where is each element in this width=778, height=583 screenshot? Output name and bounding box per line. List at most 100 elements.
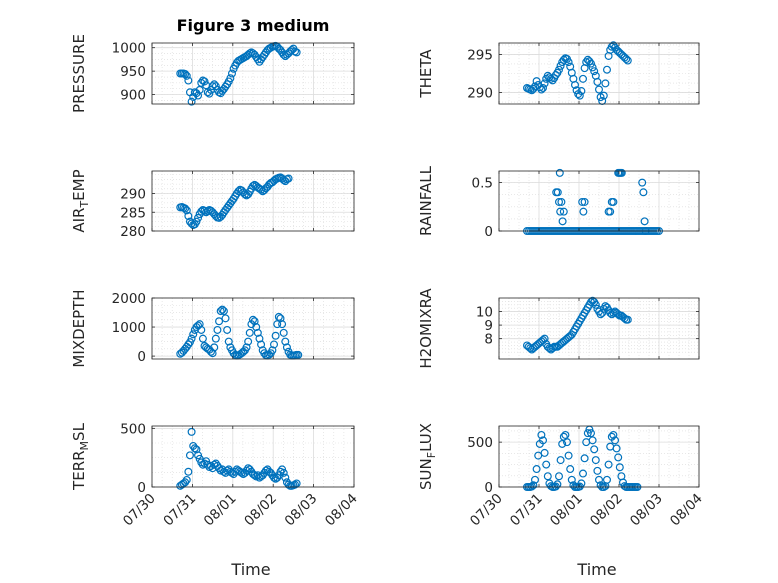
y-tick-label: 500 (467, 435, 493, 451)
data-point (271, 331, 280, 340)
data-point (273, 473, 282, 482)
data-point (534, 451, 543, 460)
data-point (192, 217, 201, 226)
data-point (540, 334, 549, 343)
y-tick-label: 900 (120, 88, 146, 104)
data-point (187, 97, 196, 106)
data-point (273, 320, 282, 329)
data-point (250, 317, 259, 326)
data-point (184, 212, 193, 221)
x-tick-label: 08/03 (282, 491, 321, 530)
data-point (553, 480, 562, 489)
data-point (181, 204, 190, 213)
data-point (227, 69, 236, 78)
x-tick-label: 08/01 (547, 491, 586, 530)
data-point (546, 74, 555, 83)
data-point (268, 346, 277, 355)
data-point (182, 475, 191, 484)
subplot-air-temp: 280 285 290 AIRTEMP (70, 169, 355, 240)
y-tick-label: 950 (120, 64, 146, 80)
data-point (279, 328, 288, 337)
data-point (594, 475, 603, 484)
y-tick-label: 290 (467, 86, 493, 102)
data-point (284, 174, 293, 183)
data-point (578, 469, 587, 478)
data-point (557, 197, 566, 206)
data-point (270, 473, 279, 482)
data-point (221, 314, 230, 323)
data-point (590, 67, 599, 76)
data-point (194, 91, 203, 100)
data-point (617, 168, 626, 177)
y-tick-label: 0 (484, 480, 493, 496)
y-axis-label: AIRTEMP (70, 169, 91, 232)
data-point (577, 87, 586, 96)
data-point (593, 466, 602, 475)
data-point (540, 448, 549, 457)
data-point (195, 320, 204, 329)
data-point (543, 472, 552, 481)
data-point (194, 213, 203, 222)
data-point (185, 451, 194, 460)
data-point (242, 343, 251, 352)
data-point (554, 65, 563, 74)
data-point (237, 468, 246, 477)
data-point (181, 69, 190, 78)
data-point (591, 300, 600, 309)
data-point (187, 427, 196, 436)
data-point (223, 325, 232, 334)
data-point (257, 340, 266, 349)
data-point (200, 77, 209, 86)
subplot-mixdepth: 0 1000 2000 MIXDEPTH (70, 289, 355, 368)
data-point (274, 312, 283, 321)
data-point (602, 65, 611, 74)
y-tick-label: 1000 (112, 41, 146, 57)
data-point (187, 334, 196, 343)
y-tick-label: 500 (120, 421, 146, 437)
axes-box (498, 297, 700, 360)
data-point (590, 445, 599, 454)
data-point (639, 188, 648, 197)
data-point (208, 349, 217, 358)
data-point (244, 337, 253, 346)
data-point (585, 57, 594, 66)
y-tick-label: 285 (120, 205, 146, 221)
data-point (203, 207, 212, 216)
x-tick-label: 07/31 (507, 491, 546, 530)
data-point (556, 207, 565, 216)
data-point (182, 206, 191, 215)
x-tick-label: 07/30 (120, 491, 159, 530)
data-point (582, 58, 591, 67)
data-point (551, 482, 560, 491)
y-axis-label: H2OMIXRA (417, 288, 435, 369)
data-point (598, 308, 607, 317)
data-point (535, 83, 544, 92)
data-point (189, 330, 198, 339)
axes-box (151, 42, 355, 105)
data-point (530, 475, 539, 484)
y-tick-label: 10 (476, 305, 493, 321)
data-point (278, 320, 287, 329)
data-point (575, 91, 584, 100)
subplot-theta: 290 295 THETA (417, 41, 700, 105)
subplot-pressure: 900 950 1000 PRESSURE (70, 34, 355, 113)
data-point (554, 197, 563, 206)
data-point (583, 429, 592, 438)
y-tick-label: 8 (484, 332, 493, 348)
data-point (564, 58, 573, 67)
data-point (586, 59, 595, 68)
x-tick-label: 08/03 (627, 491, 666, 530)
data-point (562, 438, 571, 447)
data-point (234, 187, 243, 196)
data-point (602, 475, 611, 484)
y-tick-label: 0 (137, 349, 146, 365)
y-tick-label: 280 (120, 224, 146, 240)
data-point (556, 61, 565, 70)
data-point (249, 182, 258, 191)
x-tick-label: 07/30 (467, 491, 506, 530)
data-point (610, 436, 619, 445)
data-point (538, 83, 547, 92)
data-point (542, 460, 551, 469)
data-point (564, 451, 573, 460)
